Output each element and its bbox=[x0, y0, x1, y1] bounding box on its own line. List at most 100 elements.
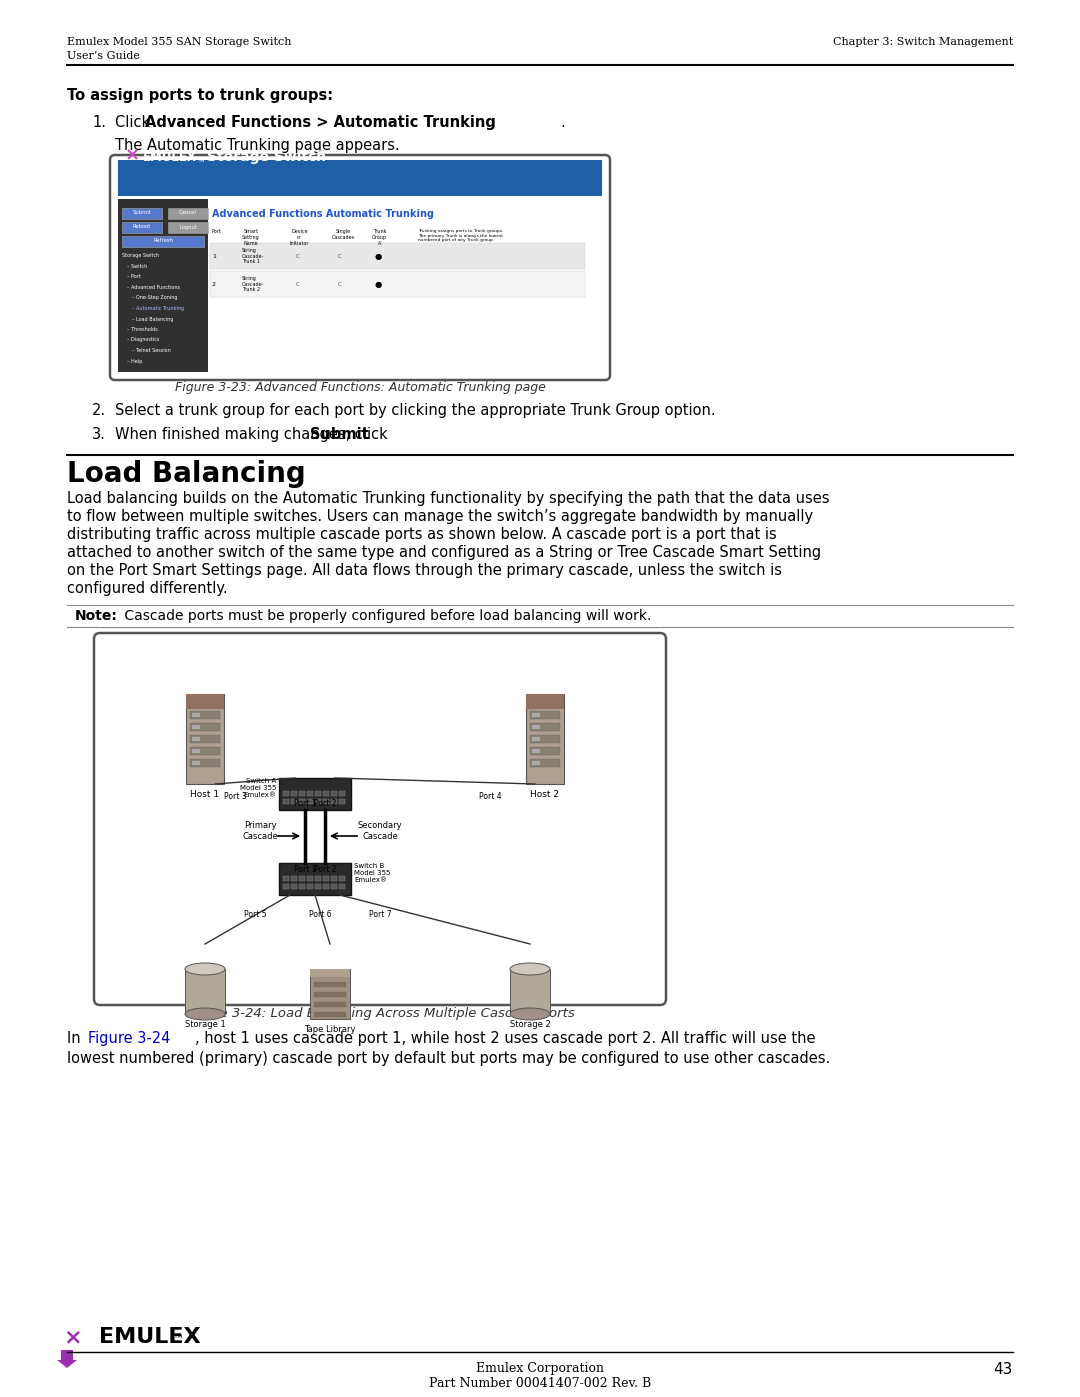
Text: EMULEX: EMULEX bbox=[99, 1327, 201, 1347]
Bar bbox=[530, 711, 561, 719]
Text: Port 7: Port 7 bbox=[368, 909, 391, 919]
Bar bbox=[314, 1002, 346, 1007]
Bar bbox=[315, 799, 321, 805]
Text: Load Balancing: Load Balancing bbox=[67, 460, 306, 488]
Text: configured differently.: configured differently. bbox=[67, 581, 228, 597]
Bar bbox=[532, 712, 540, 717]
Text: Smart
Setting
Name: Smart Setting Name bbox=[242, 229, 260, 246]
Text: attached to another switch of the same type and configured as a String or Tree C: attached to another switch of the same t… bbox=[67, 545, 821, 560]
Bar bbox=[532, 738, 540, 740]
Bar bbox=[526, 694, 564, 784]
Text: – Port: – Port bbox=[127, 274, 140, 279]
Text: Refresh: Refresh bbox=[153, 239, 173, 243]
Bar bbox=[210, 271, 585, 298]
Text: Advanced Functions Automatic Trunking: Advanced Functions Automatic Trunking bbox=[212, 210, 434, 219]
Bar bbox=[323, 884, 329, 888]
FancyBboxPatch shape bbox=[94, 633, 666, 1004]
Text: Click: Click bbox=[114, 115, 154, 130]
Text: – Thresholds: – Thresholds bbox=[127, 327, 158, 332]
Text: Switch B: Switch B bbox=[354, 863, 384, 869]
Bar bbox=[314, 992, 346, 997]
Text: Host 2: Host 2 bbox=[530, 789, 559, 799]
Text: Model 355: Model 355 bbox=[240, 785, 276, 791]
Bar bbox=[532, 725, 540, 729]
Bar bbox=[291, 791, 297, 796]
Text: Emulex®: Emulex® bbox=[243, 792, 276, 798]
Text: Emulex Corporation: Emulex Corporation bbox=[476, 1362, 604, 1375]
Bar bbox=[339, 799, 345, 805]
Text: Port 4: Port 4 bbox=[478, 792, 501, 800]
Text: C: C bbox=[296, 253, 300, 258]
Text: Port: Port bbox=[212, 229, 221, 235]
Text: Cancel: Cancel bbox=[179, 211, 197, 215]
Ellipse shape bbox=[185, 1009, 225, 1020]
Text: ™: ™ bbox=[172, 1336, 184, 1345]
Bar bbox=[307, 799, 313, 805]
Bar bbox=[192, 738, 200, 740]
Text: – Load Balancing: – Load Balancing bbox=[132, 317, 174, 321]
Bar bbox=[339, 884, 345, 888]
Text: , host 1 uses cascade port 1, while host 2 uses cascade port 2. All traffic will: , host 1 uses cascade port 1, while host… bbox=[195, 1031, 815, 1046]
Bar bbox=[339, 876, 345, 882]
Bar bbox=[315, 876, 321, 882]
Bar bbox=[186, 694, 224, 784]
Bar bbox=[122, 208, 162, 219]
Bar bbox=[279, 863, 351, 895]
Bar bbox=[510, 970, 550, 1014]
Text: Part Number 00041407-002 Rev. B: Part Number 00041407-002 Rev. B bbox=[429, 1377, 651, 1390]
Bar bbox=[315, 884, 321, 888]
Text: Port 3: Port 3 bbox=[224, 792, 246, 800]
Bar bbox=[283, 876, 289, 882]
Text: Port 1: Port 1 bbox=[294, 865, 316, 875]
Bar bbox=[283, 791, 289, 796]
Text: Load balancing builds on the Automatic Trunking functionality by specifying the : Load balancing builds on the Automatic T… bbox=[67, 490, 829, 506]
Text: C: C bbox=[338, 282, 341, 286]
Text: Storage Switch: Storage Switch bbox=[122, 253, 159, 258]
Bar bbox=[210, 243, 585, 270]
Bar bbox=[530, 724, 561, 731]
Bar bbox=[339, 791, 345, 796]
Bar bbox=[532, 749, 540, 753]
Text: ™: ™ bbox=[198, 159, 205, 168]
Bar bbox=[122, 236, 204, 247]
Bar bbox=[323, 791, 329, 796]
Text: 43: 43 bbox=[994, 1362, 1013, 1377]
Bar bbox=[323, 799, 329, 805]
Text: .: . bbox=[365, 427, 369, 441]
Text: Secondary
Cascade: Secondary Cascade bbox=[357, 821, 403, 841]
Bar bbox=[314, 982, 346, 988]
Text: Advanced Functions > Automatic Trunking: Advanced Functions > Automatic Trunking bbox=[145, 115, 496, 130]
Bar bbox=[190, 724, 220, 731]
Text: Trunking assigns ports to Trunk groups.
The primary Trunk is always the lowest
n: Trunking assigns ports to Trunk groups. … bbox=[418, 229, 503, 242]
Text: to flow between multiple switches. Users can manage the switch’s aggregate bandw: to flow between multiple switches. Users… bbox=[67, 509, 813, 524]
Bar bbox=[310, 970, 350, 977]
Text: Storage 2: Storage 2 bbox=[510, 1020, 551, 1030]
Bar bbox=[279, 778, 351, 810]
Text: ●: ● bbox=[375, 279, 382, 289]
Text: Submit: Submit bbox=[133, 211, 151, 215]
Bar bbox=[314, 1011, 346, 1017]
Text: 2.: 2. bbox=[92, 402, 106, 418]
Ellipse shape bbox=[185, 963, 225, 975]
Text: – Help: – Help bbox=[127, 359, 143, 363]
Bar bbox=[299, 876, 305, 882]
Text: – One-Step Zoning: – One-Step Zoning bbox=[132, 296, 177, 300]
Text: Switch A: Switch A bbox=[246, 778, 276, 784]
Bar bbox=[310, 970, 350, 1018]
Bar bbox=[185, 970, 225, 1014]
Bar bbox=[532, 761, 540, 766]
Text: 2: 2 bbox=[212, 282, 216, 286]
Text: EMULEX: EMULEX bbox=[143, 151, 197, 163]
Bar bbox=[122, 222, 162, 233]
Bar bbox=[192, 712, 200, 717]
Bar bbox=[192, 749, 200, 753]
Bar bbox=[299, 884, 305, 888]
Text: When finished making changes, click: When finished making changes, click bbox=[114, 427, 392, 441]
Text: Emulex®: Emulex® bbox=[354, 877, 387, 883]
Bar bbox=[283, 884, 289, 888]
Text: Chapter 3: Switch Management: Chapter 3: Switch Management bbox=[833, 36, 1013, 47]
Text: Port 2: Port 2 bbox=[314, 799, 336, 807]
Text: User’s Guide: User’s Guide bbox=[67, 52, 140, 61]
Text: Host 1: Host 1 bbox=[190, 789, 219, 799]
Text: C: C bbox=[296, 282, 300, 286]
